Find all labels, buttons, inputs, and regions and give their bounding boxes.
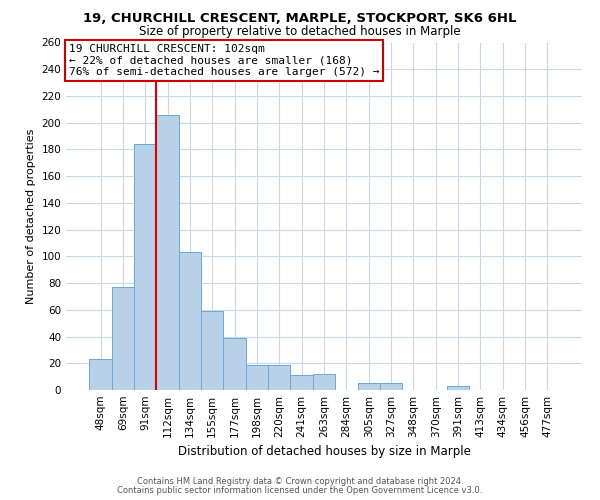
Bar	[268, 364, 290, 390]
Bar	[134, 144, 157, 390]
Text: Contains HM Land Registry data © Crown copyright and database right 2024.: Contains HM Land Registry data © Crown c…	[137, 477, 463, 486]
Text: 19, CHURCHILL CRESCENT, MARPLE, STOCKPORT, SK6 6HL: 19, CHURCHILL CRESCENT, MARPLE, STOCKPOR…	[83, 12, 517, 24]
Bar	[112, 287, 134, 390]
Bar	[358, 384, 380, 390]
Text: Contains public sector information licensed under the Open Government Licence v3: Contains public sector information licen…	[118, 486, 482, 495]
Bar	[246, 364, 268, 390]
Bar	[157, 114, 179, 390]
Y-axis label: Number of detached properties: Number of detached properties	[26, 128, 36, 304]
Text: Size of property relative to detached houses in Marple: Size of property relative to detached ho…	[139, 25, 461, 38]
Bar	[201, 311, 223, 390]
Bar	[89, 360, 112, 390]
Bar	[223, 338, 246, 390]
Bar	[380, 384, 402, 390]
Text: 19 CHURCHILL CRESCENT: 102sqm
← 22% of detached houses are smaller (168)
76% of : 19 CHURCHILL CRESCENT: 102sqm ← 22% of d…	[68, 44, 379, 78]
Bar	[313, 374, 335, 390]
Bar	[179, 252, 201, 390]
Bar	[447, 386, 469, 390]
X-axis label: Distribution of detached houses by size in Marple: Distribution of detached houses by size …	[178, 446, 470, 458]
Bar	[290, 376, 313, 390]
